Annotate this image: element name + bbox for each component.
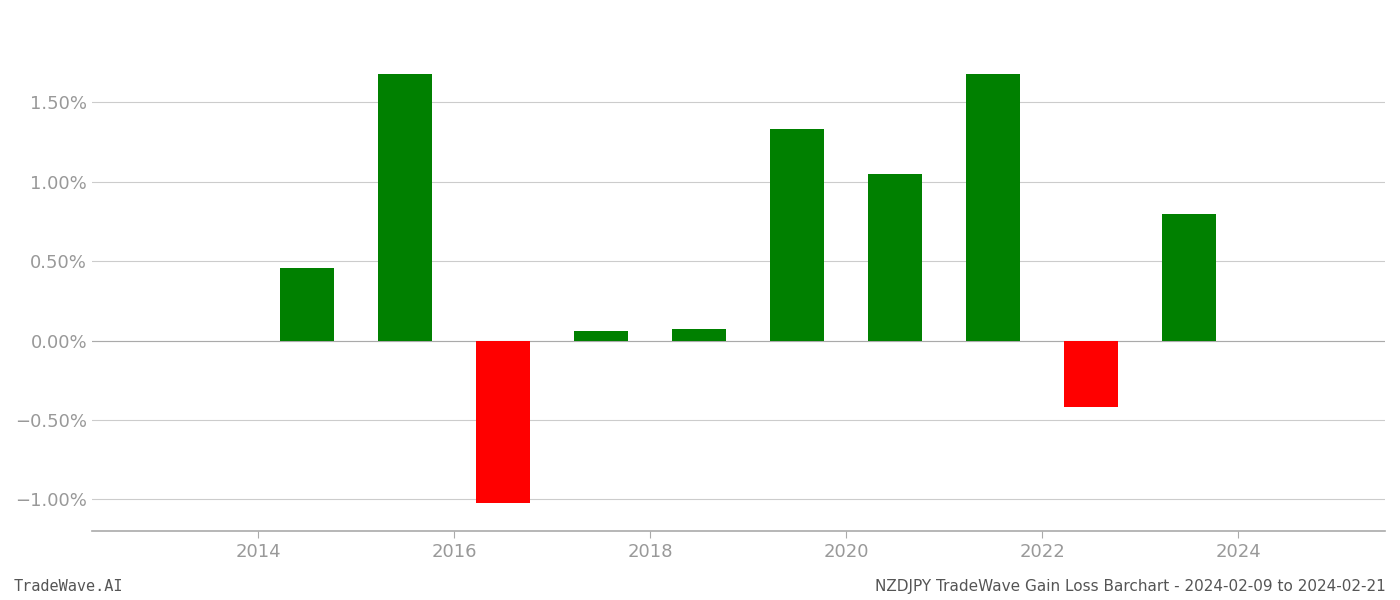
Bar <box>1064 341 1119 407</box>
Bar <box>966 74 1021 341</box>
Bar <box>476 341 531 503</box>
Text: NZDJPY TradeWave Gain Loss Barchart - 2024-02-09 to 2024-02-21: NZDJPY TradeWave Gain Loss Barchart - 20… <box>875 579 1386 594</box>
Bar <box>378 74 433 341</box>
Bar <box>574 331 629 341</box>
Bar <box>280 268 335 341</box>
Bar <box>672 329 727 341</box>
Text: TradeWave.AI: TradeWave.AI <box>14 579 123 594</box>
Bar <box>1162 214 1217 341</box>
Bar <box>770 130 825 341</box>
Bar <box>868 174 923 341</box>
